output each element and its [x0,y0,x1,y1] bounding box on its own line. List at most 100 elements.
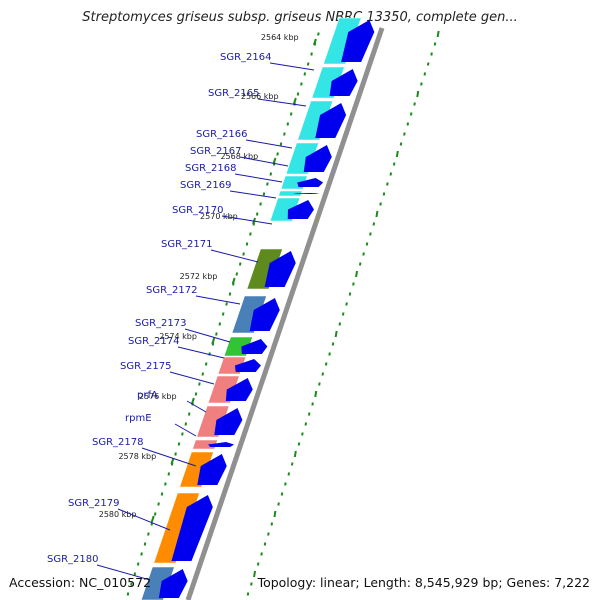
reverse-track-tick [301,432,304,436]
gene-label[interactable]: prfA [137,390,158,401]
gene-label[interactable]: SGR_2175 [120,361,172,372]
minor-tick [194,392,198,396]
reverse-track-tick [280,492,284,496]
gene-label[interactable]: SGR_2178 [92,437,144,448]
gene-label[interactable]: rpmE [125,413,152,424]
gene-bar[interactable] [246,248,283,290]
gene-bar[interactable] [297,100,334,141]
gene-label[interactable]: SGR_2170 [172,205,224,216]
gene-label[interactable]: SGR_2165 [208,88,260,99]
gene-label[interactable]: SGR_2167 [190,146,242,157]
minor-tick [133,572,137,576]
accession-text: Accession: NC_010572 [9,575,152,590]
minor-tick [130,582,133,586]
reverse-track-tick [352,282,355,286]
gene-bar[interactable] [278,190,303,197]
reverse-track-tick [277,502,280,506]
gene-label[interactable]: SGR_2166 [196,129,248,140]
gene-arrow[interactable] [171,495,213,561]
minor-tick [211,342,215,346]
reverse-track-tick [420,82,423,86]
reverse-track-tick [409,112,413,116]
gene-arrow[interactable] [197,454,227,485]
gene-arrow[interactable] [297,178,324,187]
label-leader-line [177,346,225,359]
minor-tick [296,92,300,96]
reverse-track-tick [406,122,410,126]
reverse-track-tick [290,462,294,466]
gene-bar[interactable] [231,295,267,334]
reverse-track-tick [270,522,274,526]
gene-arrow[interactable] [264,251,296,287]
reverse-track-tick [256,562,260,566]
reverse-track-tick [413,102,416,106]
minor-tick [198,382,201,386]
gene-arrow[interactable] [293,193,320,194]
reverse-track-tick [382,192,386,196]
gene-label[interactable]: SGR_2179 [68,498,120,509]
gene-labels: SGR_2164 SGR_2165 SGR_2166 SGR_2167 SGR_2168… [47,52,315,581]
gene-arrow[interactable] [208,442,235,447]
label-leader-line [96,564,151,581]
reverse-strand-ticks [246,30,440,596]
gene-arrow[interactable] [303,145,332,172]
scale-tick [150,515,155,523]
minor-tick [164,482,167,486]
reverse-track-tick [297,442,301,446]
gene-arrow[interactable] [287,200,314,219]
reverse-track-tick [433,42,437,46]
reverse-track-tick [430,52,433,56]
reverse-track-tick [358,262,362,266]
gene-label[interactable]: SGR_2173 [135,318,187,329]
reverse-track-tick [331,342,335,346]
scale-label: 2578 kbp [118,452,156,461]
reverse-track-tick [324,362,328,366]
scale-label: 2580 kbp [99,510,137,519]
gene-bar[interactable] [179,451,214,488]
reverse-track-tick [416,90,420,98]
gene-label[interactable]: SGR_2169 [180,180,232,191]
map-title: Streptomyces griseus subsp. griseus NBRC… [82,10,518,25]
minor-tick [249,232,252,236]
label-leader-line [141,447,197,467]
gene-arrow[interactable] [249,298,280,331]
minor-tick [252,222,256,226]
gene-label[interactable]: SGR_2174 [128,336,180,347]
reverse-track-tick [321,372,325,376]
reverse-track-tick [355,270,359,278]
label-leader-line [117,508,171,531]
gene-arrow[interactable] [241,339,268,354]
gene-bar[interactable] [140,566,175,600]
gene-arrow[interactable] [315,103,347,138]
reverse-track-tick [345,302,348,306]
minor-tick [147,532,150,536]
gene-label[interactable]: SGR_2171 [161,239,213,250]
minor-tick [313,42,317,46]
gene-arrow[interactable] [225,378,253,401]
label-leader-line [184,328,231,343]
minor-tick [279,142,283,146]
reverse-track-tick [304,422,308,426]
reverse-track-tick [307,412,311,416]
gene-bar[interactable] [323,17,362,65]
gene-arrow[interactable] [214,408,243,435]
minor-tick [160,492,164,496]
label-leader-line [221,215,273,225]
reverse-track-tick [372,222,376,226]
reverse-track-tick [267,532,270,536]
reverse-track-tick [334,330,338,338]
minor-tick [300,82,303,86]
gene-label[interactable]: SGR_2172 [146,285,198,296]
reverse-track-tick [318,382,321,386]
minor-tick [126,592,130,596]
gene-arrow[interactable] [341,20,375,62]
minor-tick [221,312,225,316]
gene-arrow[interactable] [329,69,358,96]
gene-arrow[interactable] [158,569,188,598]
gene-label[interactable]: SGR_2168 [185,163,237,174]
gene-arrow[interactable] [234,359,261,372]
gene-label[interactable]: SGR_2180 [47,554,99,565]
gene-label[interactable]: SGR_2164 [220,52,272,63]
minor-tick [266,182,269,186]
